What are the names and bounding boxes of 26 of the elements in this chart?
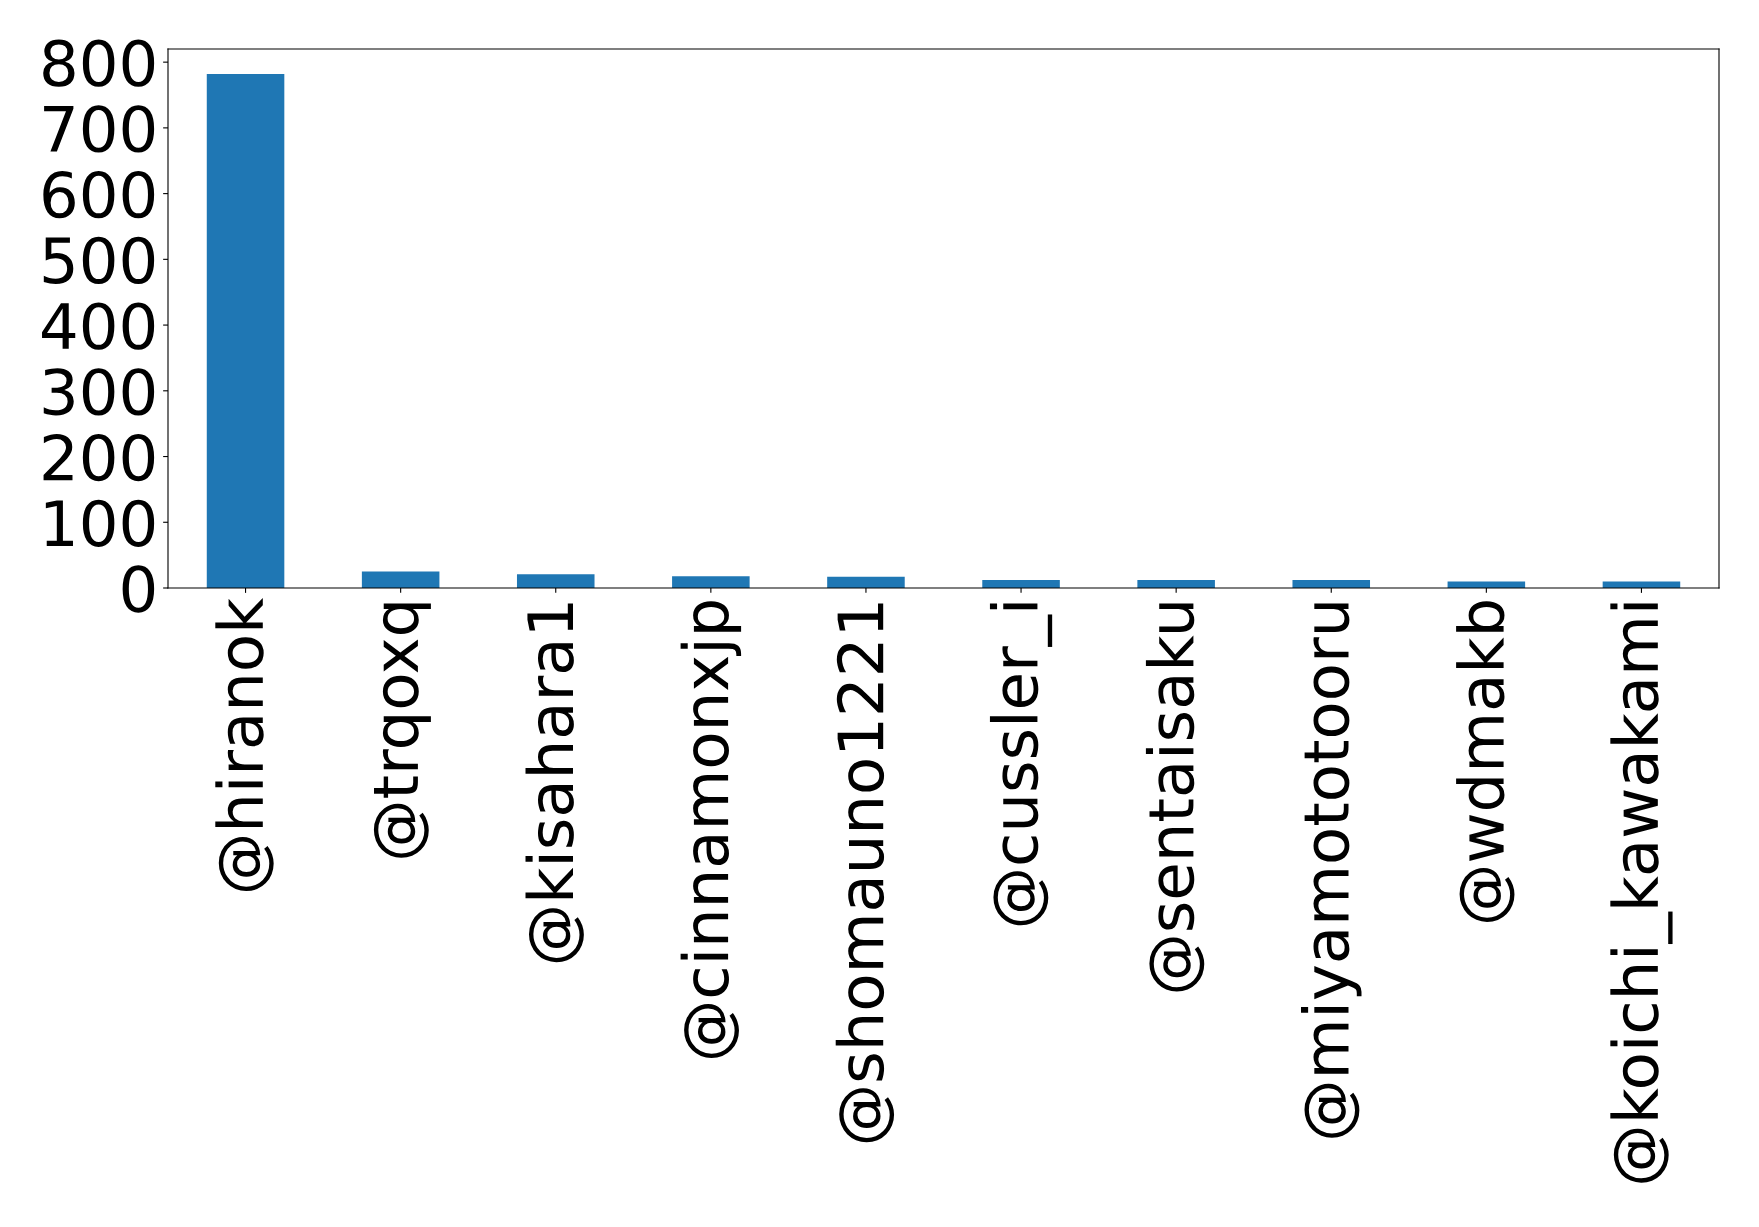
y-tick-label: 800 <box>43 39 155 87</box>
x-tick-label: @kisahara1 <box>525 603 584 963</box>
bar <box>827 576 905 588</box>
bar <box>361 571 440 588</box>
y-tick-label: 200 <box>43 433 155 482</box>
bar <box>206 73 285 588</box>
bar <box>1447 581 1526 588</box>
y-tick-label: 500 <box>43 236 155 284</box>
x-tick-label: @cussler_i <box>989 603 1053 926</box>
x-tick-label: @sentaisaku <box>1145 603 1205 992</box>
x-tick-label: @koichi_kawakami <box>1610 603 1673 1183</box>
bar <box>672 576 750 588</box>
x-tick-label: @cinnamonxjp <box>680 601 742 1059</box>
x-tick-label: @shomauno1221 <box>835 603 895 1143</box>
x-tick-label: @miyamototooru <box>1301 603 1362 1138</box>
x-tick-label: @wdmakb <box>1456 601 1515 922</box>
x-tick-label: @trqoxq <box>373 603 431 858</box>
y-tick-label: 0 <box>122 565 155 613</box>
y-tick-label: 100 <box>45 499 155 547</box>
y-tick-label: 700 <box>44 105 155 153</box>
y-tick-label: 600 <box>43 170 155 219</box>
y-tick-label: 400 <box>42 302 155 350</box>
bar <box>516 574 595 588</box>
y-tick-label: 300 <box>43 368 155 416</box>
x-tick-label: @hiranok <box>215 597 274 892</box>
bar <box>1602 581 1681 588</box>
